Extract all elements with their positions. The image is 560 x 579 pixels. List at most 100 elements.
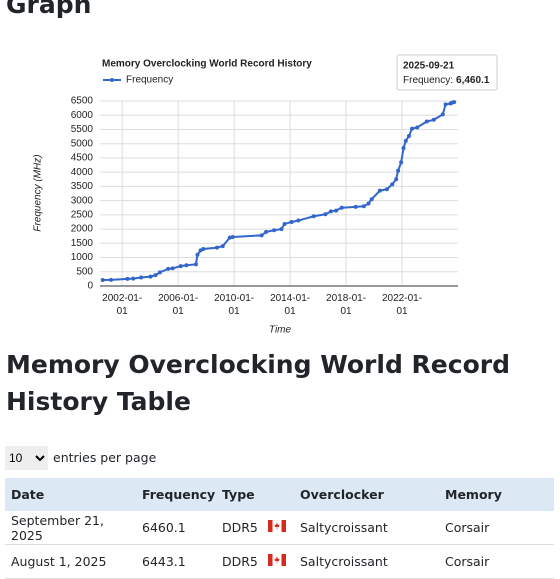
page-size-select[interactable]: 10 bbox=[5, 446, 48, 470]
frequency-cell: 6460.1 bbox=[136, 511, 216, 545]
page-size-label: entries per page bbox=[53, 450, 157, 465]
data-point bbox=[264, 229, 269, 234]
data-point bbox=[328, 209, 333, 214]
date-cell: September 21, 2025 bbox=[5, 511, 136, 545]
y-tick-label: 6500 bbox=[71, 96, 94, 107]
flag-icon bbox=[268, 520, 286, 532]
data-point bbox=[390, 182, 395, 187]
y-tick-label: 2000 bbox=[71, 224, 94, 235]
heading: Graph bbox=[6, 0, 92, 19]
column-header[interactable]: Date bbox=[5, 478, 136, 511]
data-point bbox=[361, 204, 366, 209]
table-row: August 1, 2025 6443.1 DDR5 Saltycroissant Co… bbox=[5, 544, 554, 579]
frequency-cell: 6443.1 bbox=[136, 544, 216, 579]
page: Graph Memory Overclocking World Record H… bbox=[5, 0, 554, 579]
flag-cell bbox=[262, 544, 294, 579]
data-point bbox=[166, 266, 171, 271]
y-tick-label: 5000 bbox=[71, 138, 94, 149]
data-point bbox=[272, 228, 277, 233]
y-tick-label: 4000 bbox=[71, 167, 94, 178]
data-point bbox=[230, 235, 235, 240]
tooltip-value: 6,460.1 bbox=[456, 75, 490, 86]
data-point bbox=[415, 125, 420, 130]
data-point bbox=[443, 102, 448, 107]
data-point bbox=[399, 160, 404, 165]
tooltip-label: Frequency: bbox=[403, 75, 453, 86]
column-header[interactable]: Type bbox=[216, 478, 262, 511]
x-tick-label: 2006-01-01 bbox=[158, 293, 199, 317]
x-tick-label: 2014-01-01 bbox=[270, 293, 311, 317]
x-tick-label: 2002-01-01 bbox=[102, 293, 143, 317]
plot-area bbox=[100, 101, 458, 286]
tooltip-text: Frequency: 6,460.1 bbox=[403, 75, 490, 86]
records-table: Date Frequency Type Overclocker Memory S… bbox=[5, 478, 554, 579]
data-point bbox=[394, 177, 399, 182]
column-header[interactable]: Memory bbox=[439, 478, 554, 511]
tooltip-box bbox=[396, 54, 498, 91]
data-point bbox=[311, 214, 316, 219]
data-point bbox=[178, 264, 183, 269]
y-tick-label: 0 bbox=[87, 281, 93, 292]
data-point bbox=[401, 145, 406, 150]
data-point bbox=[214, 245, 219, 250]
header-row: Date Frequency Type Overclocker Memory bbox=[5, 478, 554, 511]
x-axis-title: Time bbox=[269, 325, 292, 336]
y-axis-title: Frequency (MHz) bbox=[33, 154, 44, 231]
y-tick-label: 4500 bbox=[71, 153, 94, 164]
data-point bbox=[100, 278, 105, 283]
data-point bbox=[125, 276, 130, 281]
data-point bbox=[108, 277, 113, 282]
memory-cell: Corsair bbox=[439, 511, 554, 545]
date-cell: August 1, 2025 bbox=[5, 544, 136, 579]
data-point bbox=[153, 273, 158, 278]
data-point bbox=[296, 218, 301, 223]
flag-header bbox=[262, 478, 294, 511]
data-point bbox=[323, 212, 328, 217]
y-tick-label: 3500 bbox=[71, 181, 94, 192]
data-point bbox=[289, 219, 294, 224]
data-point bbox=[220, 244, 225, 249]
overclocker-cell: Saltycroissant bbox=[294, 544, 439, 579]
chart-title: Memory Overclocking World Record History bbox=[102, 59, 312, 70]
x-tick-label: 2010-01-01 bbox=[214, 293, 255, 317]
chart: Memory Overclocking World Record History… bbox=[33, 54, 498, 336]
overclocker-cell: Saltycroissant bbox=[294, 511, 439, 545]
legend-label: Frequency bbox=[126, 75, 173, 86]
flag-cell bbox=[262, 511, 294, 545]
data-point bbox=[339, 205, 344, 210]
data-point bbox=[131, 276, 136, 281]
tooltip-title: 2025-09-21 bbox=[403, 61, 455, 72]
data-point bbox=[369, 197, 374, 202]
x-tick-label: 2018-01-01 bbox=[326, 293, 367, 317]
data-point bbox=[403, 138, 408, 143]
y-tick-label: 3000 bbox=[71, 195, 94, 206]
data-point bbox=[366, 201, 371, 206]
table-row: September 21, 2025 6460.1 DDR5 Saltycroissa… bbox=[5, 511, 554, 545]
column-header[interactable]: Overclocker bbox=[294, 478, 439, 511]
x-tick-label: 2022-01-01 bbox=[382, 293, 423, 317]
data-point bbox=[259, 233, 264, 238]
data-point bbox=[384, 187, 389, 192]
data-point bbox=[148, 274, 153, 279]
y-tick-label: 500 bbox=[76, 266, 93, 277]
data-point bbox=[201, 247, 206, 251]
y-tick-label: 2500 bbox=[71, 209, 94, 220]
data-point bbox=[334, 208, 339, 213]
data-point bbox=[377, 188, 382, 193]
data-point bbox=[157, 270, 162, 275]
data-point bbox=[195, 252, 200, 257]
column-header[interactable]: Frequency bbox=[136, 478, 216, 511]
y-tick-label: 1000 bbox=[71, 252, 94, 263]
data-point bbox=[440, 112, 445, 117]
type-cell: DDR5 bbox=[216, 544, 262, 579]
data-point bbox=[424, 119, 429, 124]
data-point bbox=[406, 134, 411, 139]
data-point bbox=[452, 100, 457, 105]
data-point bbox=[353, 204, 358, 209]
data-point bbox=[184, 263, 189, 268]
memory-cell: Corsair bbox=[439, 544, 554, 579]
y-tick-label: 1500 bbox=[71, 238, 94, 249]
data-point bbox=[279, 227, 284, 232]
tooltip: 2025-09-21 Frequency: 6,460.1 bbox=[396, 54, 498, 91]
data-point bbox=[396, 168, 401, 173]
